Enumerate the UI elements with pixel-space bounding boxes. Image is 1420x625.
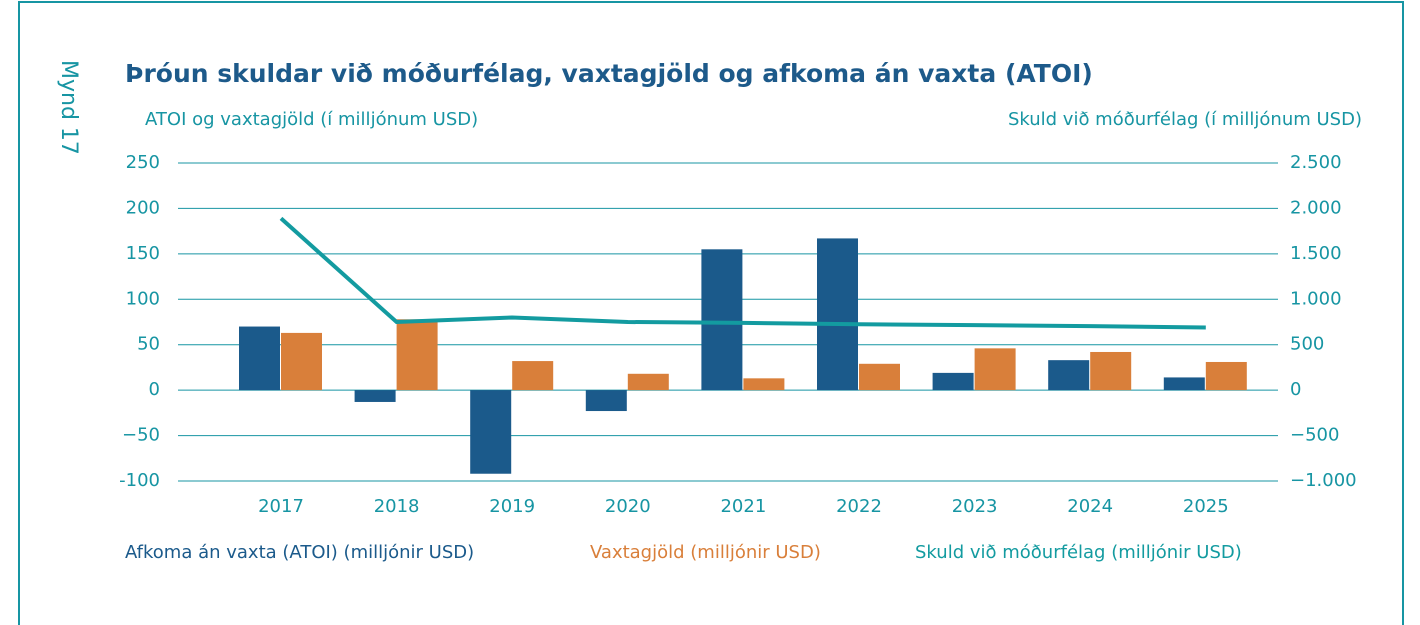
x-tick-label: 2024 xyxy=(1067,496,1113,517)
y2-tick-label: 1.000 xyxy=(1290,288,1342,309)
x-tick-label: 2017 xyxy=(258,496,304,517)
line-series xyxy=(279,216,1206,330)
x-tick-label: 2023 xyxy=(952,496,998,517)
x-tick-label: 2019 xyxy=(489,496,535,517)
x-tick-label: 2020 xyxy=(605,496,651,517)
x-tick-label: 2025 xyxy=(1183,496,1229,517)
bar xyxy=(974,348,1016,391)
bar xyxy=(354,390,396,402)
y-tick-label: 0 xyxy=(149,379,160,400)
y-tick-label: -100 xyxy=(119,470,160,491)
bar xyxy=(396,319,438,391)
legend-entry: Afkoma án vaxta (ATOI) (milljónir USD) xyxy=(125,542,474,563)
y2-tick-label: 2.500 xyxy=(1290,152,1342,173)
bar xyxy=(281,332,322,391)
y2-tick-label: 0 xyxy=(1290,379,1301,400)
y2-tick-label: −1.000 xyxy=(1290,470,1357,491)
bar xyxy=(1205,361,1247,391)
bar xyxy=(932,372,974,391)
bar xyxy=(701,249,743,391)
bar xyxy=(1090,351,1132,391)
x-tick-label: 2021 xyxy=(720,496,766,517)
y-tick-label: 250 xyxy=(126,152,160,173)
bar xyxy=(627,373,669,391)
bar xyxy=(239,326,280,391)
y-tick-label: −50 xyxy=(122,425,160,446)
bar xyxy=(859,363,900,391)
y-axis-label: ATOI og vaxtagjöld (í milljónum USD) xyxy=(145,109,478,130)
y2-tick-label: 2.000 xyxy=(1290,197,1342,218)
bar xyxy=(743,378,785,391)
y2-tick-label: 1.500 xyxy=(1290,243,1342,264)
bar xyxy=(817,238,858,391)
bar xyxy=(512,361,554,391)
y-tick-label: 50 xyxy=(137,334,160,355)
bar xyxy=(470,390,512,474)
y-tick-label: 150 xyxy=(126,243,160,264)
y2-tick-label: −500 xyxy=(1290,425,1339,446)
x-tick-label: 2018 xyxy=(374,496,420,517)
legend-entry: Vaxtagjöld (milljónir USD) xyxy=(590,542,821,563)
figure-label: Mynd 17 xyxy=(56,60,81,155)
legend-entry: Skuld við móðurfélag (milljónir USD) xyxy=(915,542,1242,563)
bar xyxy=(1048,360,1090,391)
y2-tick-label: 500 xyxy=(1290,334,1324,355)
x-tick-label: 2022 xyxy=(836,496,882,517)
y-tick-label: 200 xyxy=(126,197,160,218)
frame xyxy=(18,1,1404,625)
y-tick-label: 100 xyxy=(126,288,160,309)
y2-axis-label: Skuld við móðurfélag (í milljónum USD) xyxy=(1008,109,1362,130)
chart-title: Þróun skuldar við móðurfélag, vaxtagjöld… xyxy=(125,59,1093,88)
bar xyxy=(585,390,627,412)
bar xyxy=(1163,377,1205,391)
